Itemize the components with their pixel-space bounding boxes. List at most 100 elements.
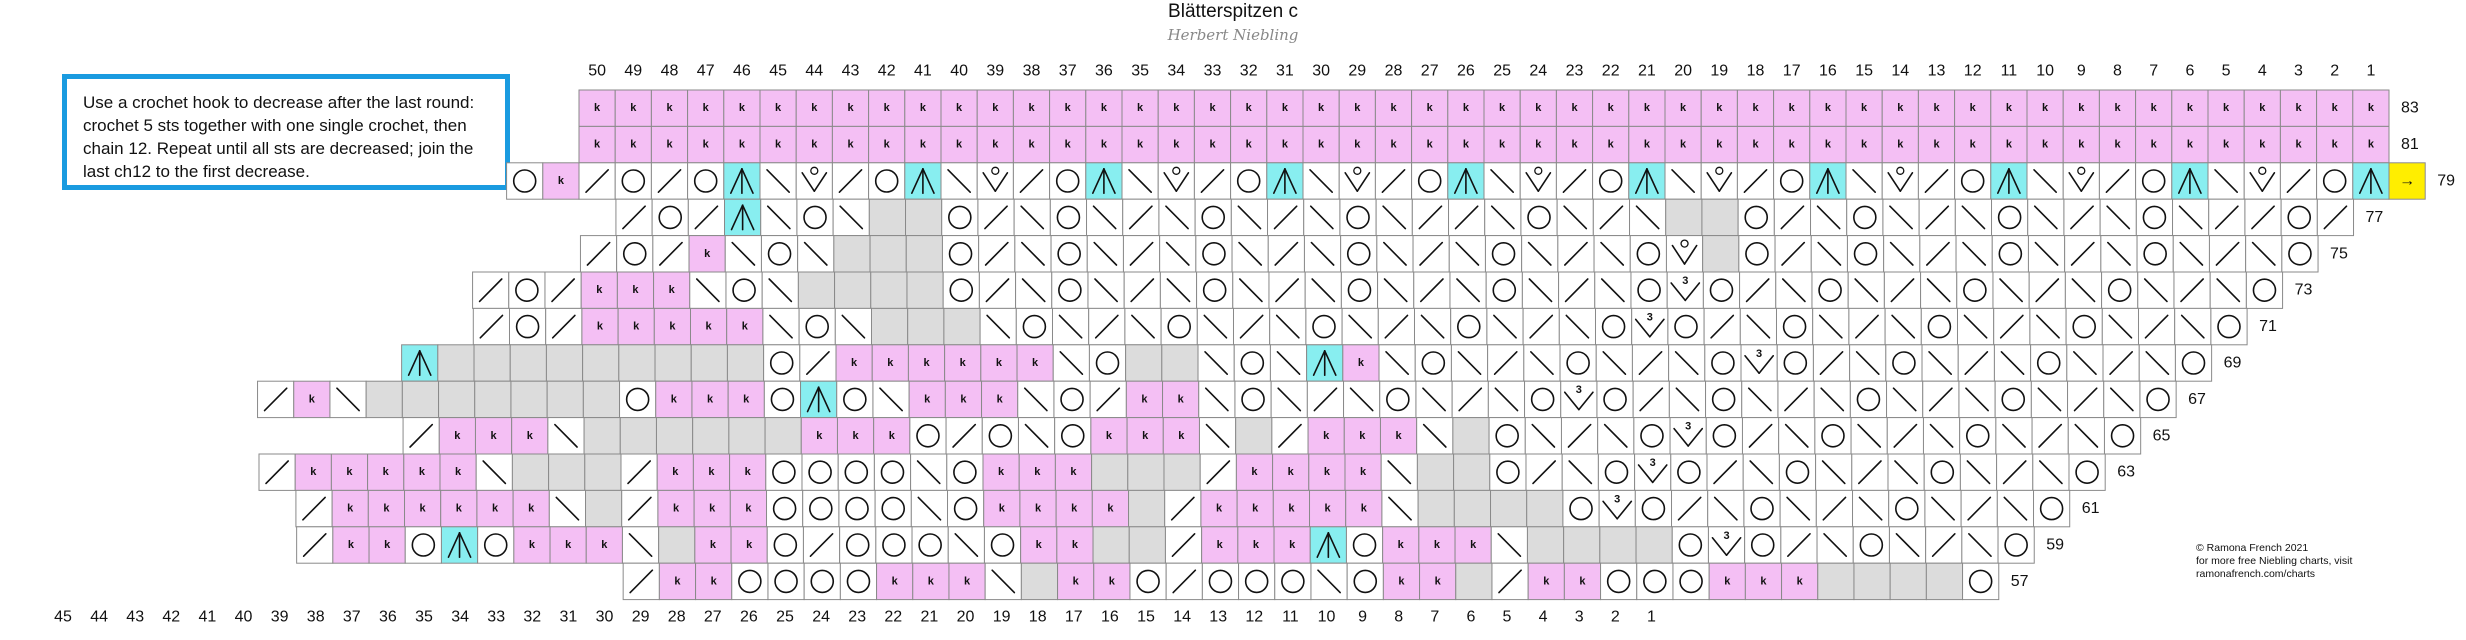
- chart-cell: [868, 198, 907, 237]
- knit-symbol: k: [1324, 466, 1331, 478]
- yarn-over-symbol: [621, 169, 646, 193]
- stitch-stroke: [1852, 169, 1876, 193]
- chart-cell: [1631, 307, 1669, 346]
- knit-symbol: k: [2368, 102, 2375, 114]
- knit-symbol: k: [2151, 102, 2158, 114]
- knit-symbol: k: [1499, 102, 1506, 114]
- yarn-over-symbol: [1859, 533, 1884, 557]
- chart-cell: [1419, 562, 1457, 601]
- yarn-over-symbol: [1530, 387, 1555, 412]
- knit-symbol: k: [1470, 539, 1477, 551]
- knit-symbol: k: [1390, 139, 1397, 151]
- chart-cell: [365, 380, 403, 419]
- chart-cell: [1057, 562, 1095, 601]
- yarn-over-symbol: [1346, 205, 1370, 230]
- stitch-stroke: [813, 172, 828, 192]
- chart-cell: [2137, 307, 2176, 346]
- stitch-stroke: [1670, 282, 1687, 302]
- knit-symbol: k: [2042, 139, 2049, 151]
- stitch-stroke: [1965, 387, 1989, 412]
- chart-cell: [759, 125, 797, 164]
- stitch-stroke: [1929, 423, 1954, 448]
- chart-cell: [1845, 125, 1883, 164]
- stitch-stroke: [1493, 314, 1517, 339]
- stitch-stroke: [1457, 350, 1482, 376]
- stitch-stroke: [994, 172, 1009, 192]
- yarn-over-symbol: [2036, 351, 2061, 375]
- stitch-stroke: [1200, 169, 1225, 193]
- chart-author: Herbert Niebling: [1167, 26, 1299, 44]
- knit-symbol: k: [1028, 102, 1035, 114]
- chart-cell: [616, 271, 655, 309]
- yarn-over-symbol: [512, 169, 537, 193]
- knit-symbol: k: [1028, 139, 1035, 151]
- stitch-stroke: [1165, 241, 1190, 266]
- stitch-stroke: [2178, 168, 2191, 194]
- knit-symbol: k: [1463, 139, 1470, 151]
- bottom-column-number: 23: [848, 609, 866, 626]
- stitch-stroke: [2286, 169, 2311, 193]
- chart-cell: [730, 526, 768, 564]
- knit-symbol: k: [853, 430, 860, 442]
- stitch-stroke: [766, 205, 791, 230]
- knit-symbol: k: [1825, 139, 1832, 151]
- yarn-over-symbol: [738, 569, 762, 594]
- chart-cell: [1230, 89, 1268, 127]
- yarn-over-symbol: [2141, 169, 2166, 193]
- stitch-stroke: [1673, 427, 1689, 447]
- bottom-column-number: 7: [1430, 609, 1439, 626]
- stitch-stroke: [1020, 205, 1045, 230]
- stitch-stroke: [2251, 205, 2275, 230]
- stitch-stroke: [1094, 278, 1118, 303]
- knit-symbol: k: [1933, 139, 1940, 151]
- start-arrow: →: [2399, 173, 2415, 190]
- knit-symbol: k: [1318, 139, 1325, 151]
- stitch-stroke: [2107, 241, 2131, 266]
- knit-symbol: k: [884, 102, 891, 114]
- chart-cell: [582, 344, 620, 382]
- stitch-stroke: [2068, 172, 2083, 192]
- stitch-stroke: [1821, 460, 1846, 485]
- round-label: 61: [2082, 500, 2100, 517]
- top-column-number: 25: [1493, 63, 1511, 80]
- chart-cell: [614, 162, 652, 200]
- chart-cell: [833, 235, 871, 273]
- chart-cell: [1196, 271, 1234, 309]
- chart-cell: [1053, 380, 1091, 419]
- bottom-column-number: 11: [1282, 609, 1299, 626]
- stitch-stroke: [1563, 205, 1588, 230]
- chart-cell: [510, 380, 548, 419]
- chart-cell: [1954, 89, 1992, 127]
- yarn-over-symbol: [1201, 205, 1226, 230]
- knit-symbol: k: [742, 321, 749, 333]
- chart-cell: [909, 417, 947, 455]
- knit-symbol: k: [1644, 139, 1651, 151]
- stitch-stroke: [1349, 387, 1374, 412]
- knit-symbol: k: [2223, 139, 2230, 151]
- chart-cell: [2026, 125, 2064, 164]
- stitch-stroke: [694, 205, 719, 230]
- chart-cell: [2028, 271, 2066, 309]
- knit-symbol: k: [920, 139, 927, 151]
- top-column-number: 49: [624, 63, 642, 80]
- yarn-over-symbol: [1678, 533, 1703, 557]
- yarn-over-symbol: [1606, 569, 1631, 594]
- stitch-stroke: [1204, 387, 1229, 412]
- chart-cell: [1091, 453, 1129, 491]
- yarn-over-symbol: [949, 278, 974, 303]
- chart-cell: [942, 271, 980, 309]
- instruction-note: Use a crochet hook to decrease after the…: [62, 74, 510, 190]
- stitch-stroke: [801, 172, 816, 192]
- chart-cell: [1018, 453, 1056, 491]
- stitch-stroke: [1747, 387, 1772, 412]
- stitch-stroke: [302, 496, 326, 521]
- chart-cell: [1450, 307, 1488, 346]
- yarn-over-symbol: [774, 569, 798, 594]
- top-column-number: 48: [661, 63, 679, 80]
- stitch-stroke: [1419, 278, 1444, 303]
- yarn-over-symbol: [1750, 533, 1775, 557]
- stitch-stroke: [1490, 205, 1515, 230]
- chart-cell: [1088, 344, 1127, 382]
- knit-symbol: k: [1435, 575, 1442, 587]
- chart-cell: [548, 453, 586, 491]
